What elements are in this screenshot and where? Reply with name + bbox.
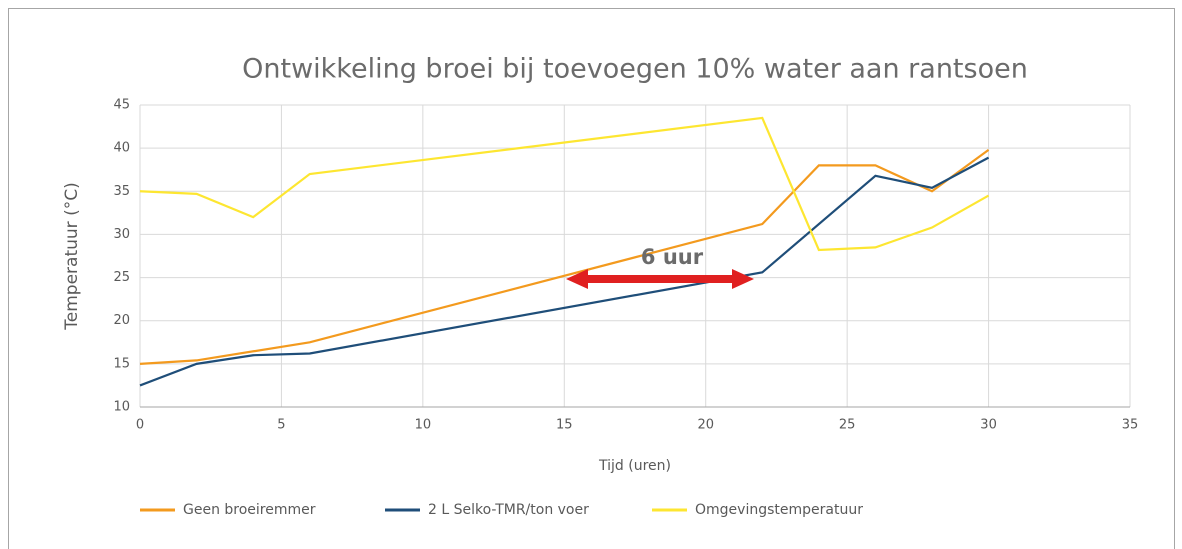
legend-label: 2 L Selko-TMR/ton voer [428,502,589,518]
x-tick-label: 30 [980,418,997,433]
x-tick-label: 20 [697,418,714,433]
y-tick-label: 40 [113,141,130,156]
x-tick-label: 25 [839,418,856,433]
y-tick-label: 10 [113,400,130,415]
series-line [139,156,990,387]
y-tick-label: 45 [113,98,130,113]
frame [8,8,1175,549]
x-tick-label: 15 [556,418,573,433]
overlay: 6 uur [566,245,754,289]
plot: 10 15 20 25 30 35 40 45 0 5 10 15 20 25 30 35 Geen broei… [113,98,1138,519]
x-tick-label: 5 [277,418,285,433]
chart-title: Ontwikkeling broei bij toevoegen 10% wat… [242,54,1028,85]
y-axis-label: Temperatuur (°C) [62,182,82,330]
arrow-head [566,269,588,289]
series-line [139,148,990,365]
arrow-head [732,269,754,289]
x-tick-label: 0 [136,418,144,433]
y-tick-label: 25 [113,270,130,285]
y-tick-label: 15 [113,356,130,371]
x-axis-label: Tijd (uren) [598,458,671,474]
legend-label: Geen broeiremmer [183,502,316,518]
x-tick-label: 35 [1122,418,1139,433]
y-tick-label: 35 [113,184,130,199]
y-tick-label: 30 [113,227,130,242]
legend-label: Omgevingstemperatuur [695,502,863,518]
series-line [139,116,990,252]
x-tick-label: 10 [415,418,432,433]
y-tick-label: 20 [113,313,130,328]
annotation: 6 uur [641,245,704,269]
